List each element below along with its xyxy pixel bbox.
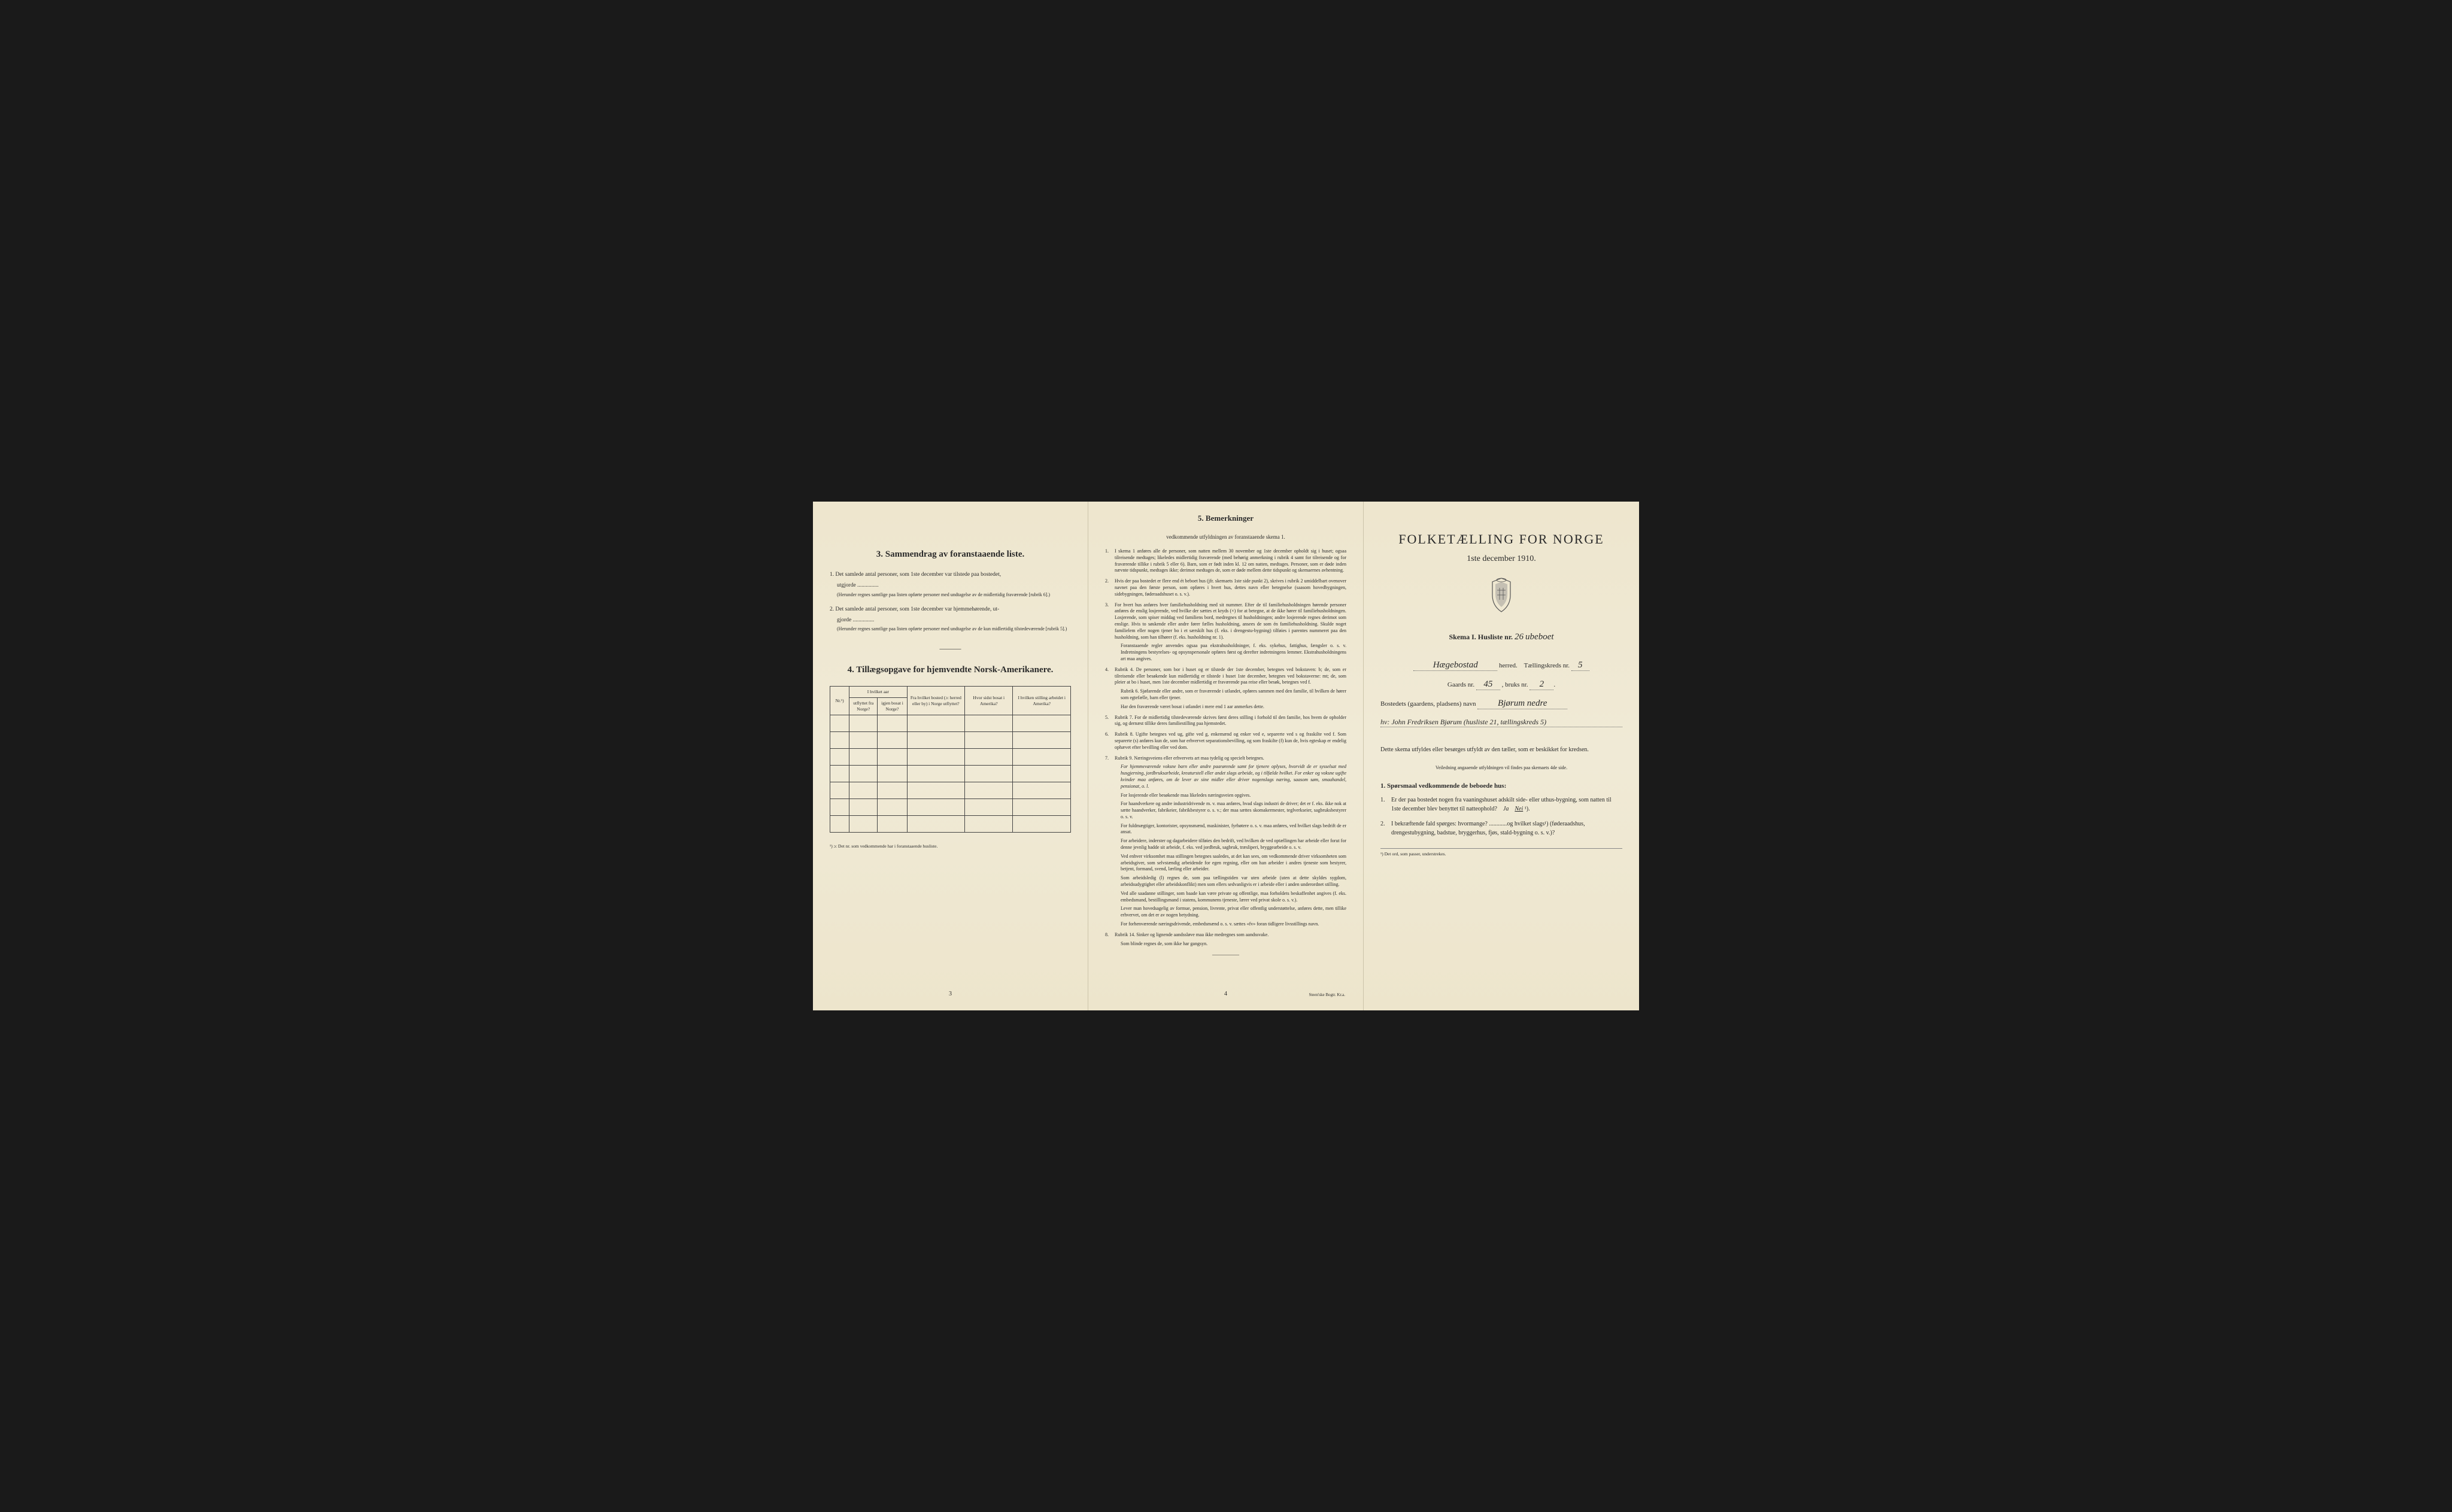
herred-value: Hægebostad [1413, 660, 1497, 671]
herred-line: Hægebostad herred. Tællingskreds nr. 5 [1380, 660, 1622, 671]
item-1: 1. Det samlede antal personer, som 1ste … [830, 570, 1071, 598]
instruction-1: Dette skema utfyldes eller besørges utfy… [1380, 745, 1622, 754]
page-title: FOLKETÆLLING FOR NORGE 1ste december 191… [1364, 502, 1639, 1010]
husliste-nr: 26 [1515, 632, 1524, 642]
section-5-subtitle: vedkommende utfyldningen av foranstaaend… [1105, 534, 1346, 540]
col-nr: Nr.¹) [830, 687, 849, 715]
table-row [830, 798, 1071, 815]
end-divider: ――――― [1105, 952, 1346, 958]
question-1: 1. Er der paa bostedet nogen fra vaaning… [1391, 796, 1622, 813]
col-bosted: Fra hvilket bosted (ɔ: herred eller by) … [907, 687, 964, 715]
bruks-value: 2 [1530, 679, 1553, 690]
question-2: 2. I bekræftende fald spørges: hvormange… [1391, 819, 1622, 837]
item-2: 2. Det samlede antal personer, som 1ste … [830, 605, 1071, 633]
col-amerika: Hvor sidst bosat i Amerika? [965, 687, 1013, 715]
item-2-note: (Herunder regnes samtlige paa listen opf… [837, 626, 1071, 632]
tallingskreds-value: 5 [1571, 660, 1589, 671]
main-title: FOLKETÆLLING FOR NORGE [1380, 532, 1622, 547]
table-body [830, 715, 1071, 832]
col-stilling: I hvilken stilling arbeidet i Amerika? [1013, 687, 1071, 715]
bosted-line2: hv: John Fredriksen Bjørum (husliste 21,… [1380, 718, 1622, 727]
bem-8: 8.Rubrik 14. Sinker og lignende aandsslø… [1115, 932, 1346, 948]
item-1-sub: utgjorde ............... [837, 581, 1071, 590]
bosted-line: Bostedets (gaardens, pladsens) navn Bjør… [1380, 699, 1622, 709]
bosted-value: Bjørum nedre [1477, 699, 1567, 709]
bem-3: 3.For hvert hus anføres hver familiehush… [1115, 602, 1346, 663]
section-5-heading: 5. Bemerkninger [1105, 514, 1346, 523]
table-row [830, 782, 1071, 798]
bem-7: 7.Rubrik 9. Næringsveiens eller erhverve… [1115, 755, 1346, 928]
table-row [830, 715, 1071, 731]
footnote: ¹) Det ord, som passer, understrekes. [1380, 848, 1622, 857]
table-footnote: ¹) ɔ: Det nr. som vedkommende har i fora… [830, 843, 1071, 849]
bemerkninger-list: 1.I skema 1 anføres alle de personer, so… [1105, 548, 1346, 947]
col-igjen: igjen bosat i Norge? [878, 698, 907, 715]
table-row [830, 815, 1071, 832]
page-3: 3. Sammendrag av foranstaaende liste. 1.… [813, 502, 1088, 1010]
item-2-sub: gjorde ............... [837, 616, 1071, 624]
bem-6: 6.Rubrik 8. Ugifte betegnes ved ug, gift… [1115, 731, 1346, 751]
table-4: Nr.¹) I hvilket aar Fra hvilket bosted (… [830, 686, 1071, 832]
page-number: 3 [949, 991, 952, 997]
bem-4: 4.Rubrik 4. De personer, som bor i huset… [1115, 667, 1346, 711]
skema-line: Skema I. Husliste nr. 26 ubeboet [1380, 632, 1622, 642]
crest-icon [1486, 577, 1516, 613]
question-heading: 1. Spørsmaal vedkommende de beboede hus: [1380, 782, 1622, 790]
divider: ――― [830, 644, 1071, 653]
census-document: 3. Sammendrag av foranstaaende liste. 1.… [813, 502, 1639, 1010]
col-year: I hvilket aar [849, 687, 907, 698]
item-1-note: (Herunder regnes samtlige paa listen opf… [837, 591, 1071, 598]
ubeboet: ubeboet [1525, 632, 1553, 642]
page-number: 4 [1224, 991, 1227, 997]
gaards-line: Gaards nr. 45 , bruks nr. 2. [1380, 679, 1622, 690]
col-utflyttet: utflyttet fra Norge? [849, 698, 878, 715]
table-row [830, 748, 1071, 765]
bem-5: 5.Rubrik 7. For de midlertidig tilstedev… [1115, 715, 1346, 728]
bem-2: 2.Hvis der paa bostedet er flere end ét … [1115, 578, 1346, 597]
section-3-heading: 3. Sammendrag av foranstaaende liste. [830, 549, 1071, 560]
nei-answer: Nei [1515, 806, 1523, 812]
coat-of-arms [1380, 577, 1622, 614]
section-4-heading: 4. Tillægsopgave for hjemvendte Norsk-Am… [830, 665, 1071, 675]
instruction-2: Veiledning angaaende utfyldningen vil fi… [1380, 765, 1622, 770]
item-2-text: 2. Det samlede antal personer, som 1ste … [830, 606, 999, 612]
gaards-value: 45 [1476, 679, 1500, 690]
date: 1ste december 1910. [1380, 554, 1622, 564]
bem-1: 1.I skema 1 anføres alle de personer, so… [1115, 548, 1346, 574]
table-row [830, 765, 1071, 782]
printer-mark: Steen'ske Bogtr. Kr.a. [1309, 992, 1345, 997]
item-1-text: 1. Det samlede antal personer, som 1ste … [830, 572, 1001, 578]
table-row [830, 731, 1071, 748]
page-4: 5. Bemerkninger vedkommende utfyldningen… [1088, 502, 1364, 1010]
